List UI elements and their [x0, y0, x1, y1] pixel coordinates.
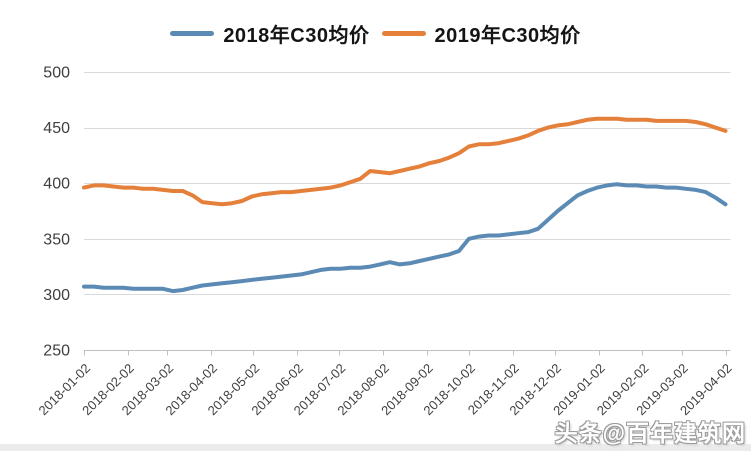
- y-axis-labels: 250 300 350 400 450 500: [43, 65, 70, 360]
- y-tick-label: 450: [43, 120, 70, 137]
- series-line-2018-c30: [82, 182, 728, 294]
- y-tick-label: 350: [43, 231, 70, 248]
- legend-label-2018: 2018年C30均价: [223, 25, 370, 47]
- series-line-2019-c30: [82, 116, 728, 207]
- x-axis: [84, 350, 731, 356]
- x-axis-labels: 2018-01-022018-02-022018-03-022018-04-02…: [35, 361, 734, 419]
- legend-item-2018: 2018年C30均价: [170, 19, 369, 48]
- watermark: 头条@百年建筑网: [554, 420, 746, 446]
- bottom-strip: [0, 444, 751, 451]
- legend: 2018年C30均价 2019年C30均价: [0, 19, 751, 48]
- y-tick-label: 300: [43, 287, 70, 304]
- gridlines: [84, 72, 731, 295]
- y-tick-label: 250: [43, 343, 70, 360]
- y-tick-label: 500: [43, 65, 70, 82]
- legend-swatch-2019-icon: [381, 31, 426, 36]
- legend-label-2019: 2019年C30均价: [434, 25, 581, 47]
- y-tick-label: 400: [43, 176, 70, 193]
- legend-swatch-2018-icon: [170, 31, 215, 36]
- legend-item-2019: 2019年C30均价: [381, 19, 581, 48]
